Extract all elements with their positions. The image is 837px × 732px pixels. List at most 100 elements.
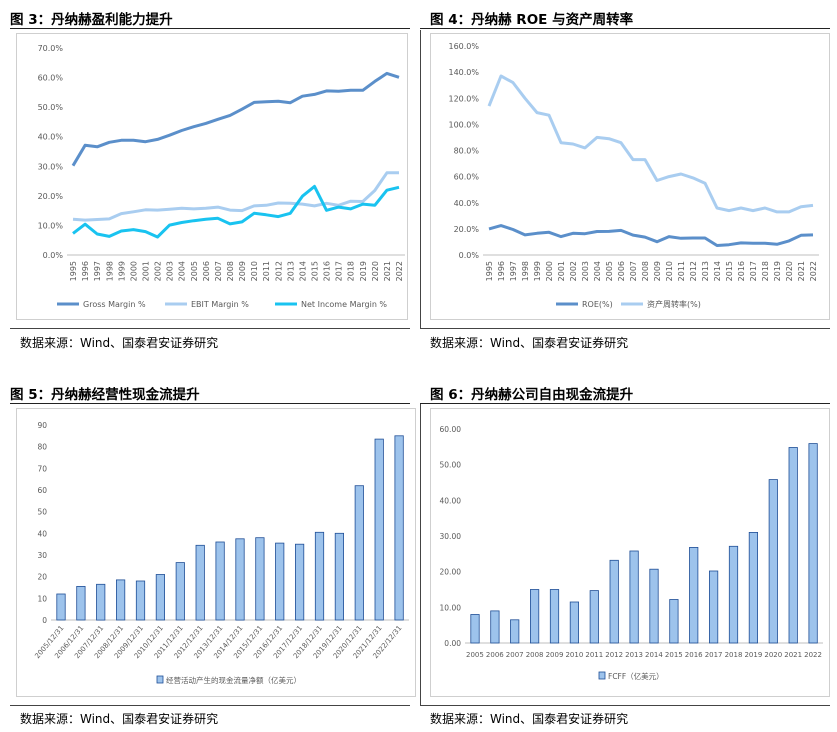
x-tick-label: 2015 [665, 651, 683, 659]
x-tick-label: 2021 [797, 261, 806, 281]
column-divider [420, 403, 421, 705]
chart-frame: 0.0% 10.0% 20.0% 30.0% 40.0% 50.0% 60.0% 70.0% 1… [16, 33, 408, 320]
x-tick-label: 2010 [565, 651, 583, 659]
x-tick-label: 2021 [383, 261, 392, 281]
x-tick-label: 2006 [617, 261, 626, 281]
x-tick-label: 2020 [371, 261, 380, 281]
y-tick-label: 60.00 [440, 425, 462, 434]
bar [96, 583, 106, 621]
bar [708, 570, 719, 644]
x-tick-label: 2000 [129, 261, 138, 281]
x-tick-label: 2001 [141, 261, 150, 281]
x-tick-label: 1997 [93, 261, 102, 281]
x-tick-label: 2007 [629, 261, 638, 281]
y-tick-label: 40.0% [38, 133, 64, 142]
x-tick-label: 2003 [581, 261, 590, 281]
y-tick-label: 30 [37, 551, 47, 560]
y-tick-label: 0.0% [43, 251, 64, 260]
x-tick-label: 2012 [605, 651, 623, 659]
bar [589, 590, 599, 644]
y-tick-label: 40.0% [454, 199, 480, 208]
x-tick-label: 2019 [359, 261, 368, 281]
bar [56, 593, 66, 621]
x-tick-label: 2021 [784, 651, 802, 659]
x-tick-label: 2010 [250, 261, 259, 281]
y-tick-label: 20 [37, 573, 47, 582]
chart-frame: 0 10 20 30 40 50 60 70 80 90 2005/12/31 2006/12/31 2… [16, 408, 416, 697]
bar [549, 589, 560, 644]
source-note: 数据来源：Wind、国泰君安证券研究 [430, 336, 629, 350]
x-tick-label: 2017 [335, 261, 344, 281]
title-rule [420, 28, 830, 29]
x-tick-label: 2010 [665, 261, 674, 281]
source-rule [10, 328, 410, 329]
x-tick-label: 2003 [166, 261, 175, 281]
x-tick-label: 1995 [69, 261, 78, 281]
x-tick-label: 2009 [546, 651, 564, 659]
bar [116, 579, 126, 621]
y-tick-label: 60.0% [38, 74, 64, 83]
x-tick-label: 2022 [804, 651, 822, 659]
x-tick-label: 2020 [785, 261, 794, 281]
x-tick-label: 2004 [593, 261, 602, 281]
series-line [487, 74, 814, 214]
x-tick-label: 2016 [737, 261, 746, 281]
x-tick-label: 2011 [677, 261, 686, 281]
x-tick-label: 1996 [81, 261, 90, 281]
bar [788, 447, 798, 644]
x-tick-label: 2018 [347, 261, 356, 281]
x-tick-label: 2006 [202, 261, 211, 281]
bar [294, 543, 305, 621]
y-tick-label: 0.00 [444, 639, 461, 648]
y-tick-label: 50.00 [440, 461, 462, 470]
bar [195, 544, 205, 621]
bar [275, 542, 285, 621]
chart-svg: 0.0% 20.0% 40.0% 60.0% 80.0% 100.0% 120.0% 140.… [448, 42, 819, 309]
title-rule [10, 28, 410, 29]
x-tick-label: 2002 [569, 261, 578, 281]
chart-frame: 0.0% 20.0% 40.0% 60.0% 80.0% 100.0% 120.0% 140.… [430, 33, 830, 320]
x-tick-label: 2008 [226, 261, 235, 281]
x-tick-label: 2007 [214, 261, 223, 281]
bar [76, 585, 86, 621]
x-tick-label: 2011 [262, 261, 271, 281]
legend-label: Gross Margin % [83, 300, 146, 309]
y-tick-label: 50 [37, 508, 47, 517]
source-note: 数据来源：Wind、国泰君安证券研究 [20, 712, 219, 726]
title-rule [10, 403, 410, 404]
bar [689, 546, 699, 644]
legend-label: FCFF（亿美元） [608, 671, 664, 681]
bar [748, 532, 759, 644]
bar [530, 589, 540, 644]
y-tick-label: 10 [37, 594, 47, 603]
chart-title: 图 4：丹纳赫 ROE 与资产周转率 [430, 12, 634, 28]
x-tick-label: 1996 [497, 261, 506, 281]
y-tick-label: 30.00 [440, 532, 462, 541]
x-tick-label: 2018 [761, 261, 770, 281]
x-tick-label: 2017 [705, 651, 723, 659]
series-line [488, 224, 814, 247]
bar [255, 537, 265, 621]
series-line [71, 71, 400, 167]
title-rule [420, 403, 830, 404]
x-tick-label: 2008 [641, 261, 650, 281]
x-tick-label: 1998 [105, 261, 114, 281]
y-tick-label: 40.00 [440, 496, 462, 505]
x-tick-label: 1999 [533, 261, 542, 281]
series-line [72, 184, 400, 239]
bar [314, 531, 325, 621]
x-tick-label: 2000 [545, 261, 554, 281]
panel-fig6: 图 6：丹纳赫公司自由现金流提升 0.00 10.00 20.00 30.00 40.0… [420, 375, 830, 730]
x-tick-label: 2015 [725, 261, 734, 281]
x-tick-label: 2007 [506, 651, 524, 659]
y-tick-label: 0 [42, 616, 47, 625]
legend-label: Net Income Margin % [301, 300, 387, 309]
x-tick-label: 2016 [323, 261, 332, 281]
x-tick-label: 2014 [645, 651, 663, 659]
bar [649, 568, 659, 644]
source-rule [10, 705, 410, 706]
source-rule [420, 328, 830, 329]
y-tick-label: 80.0% [454, 147, 480, 156]
y-tick-label: 60 [37, 486, 47, 495]
y-tick-label: 10.0% [38, 221, 64, 230]
